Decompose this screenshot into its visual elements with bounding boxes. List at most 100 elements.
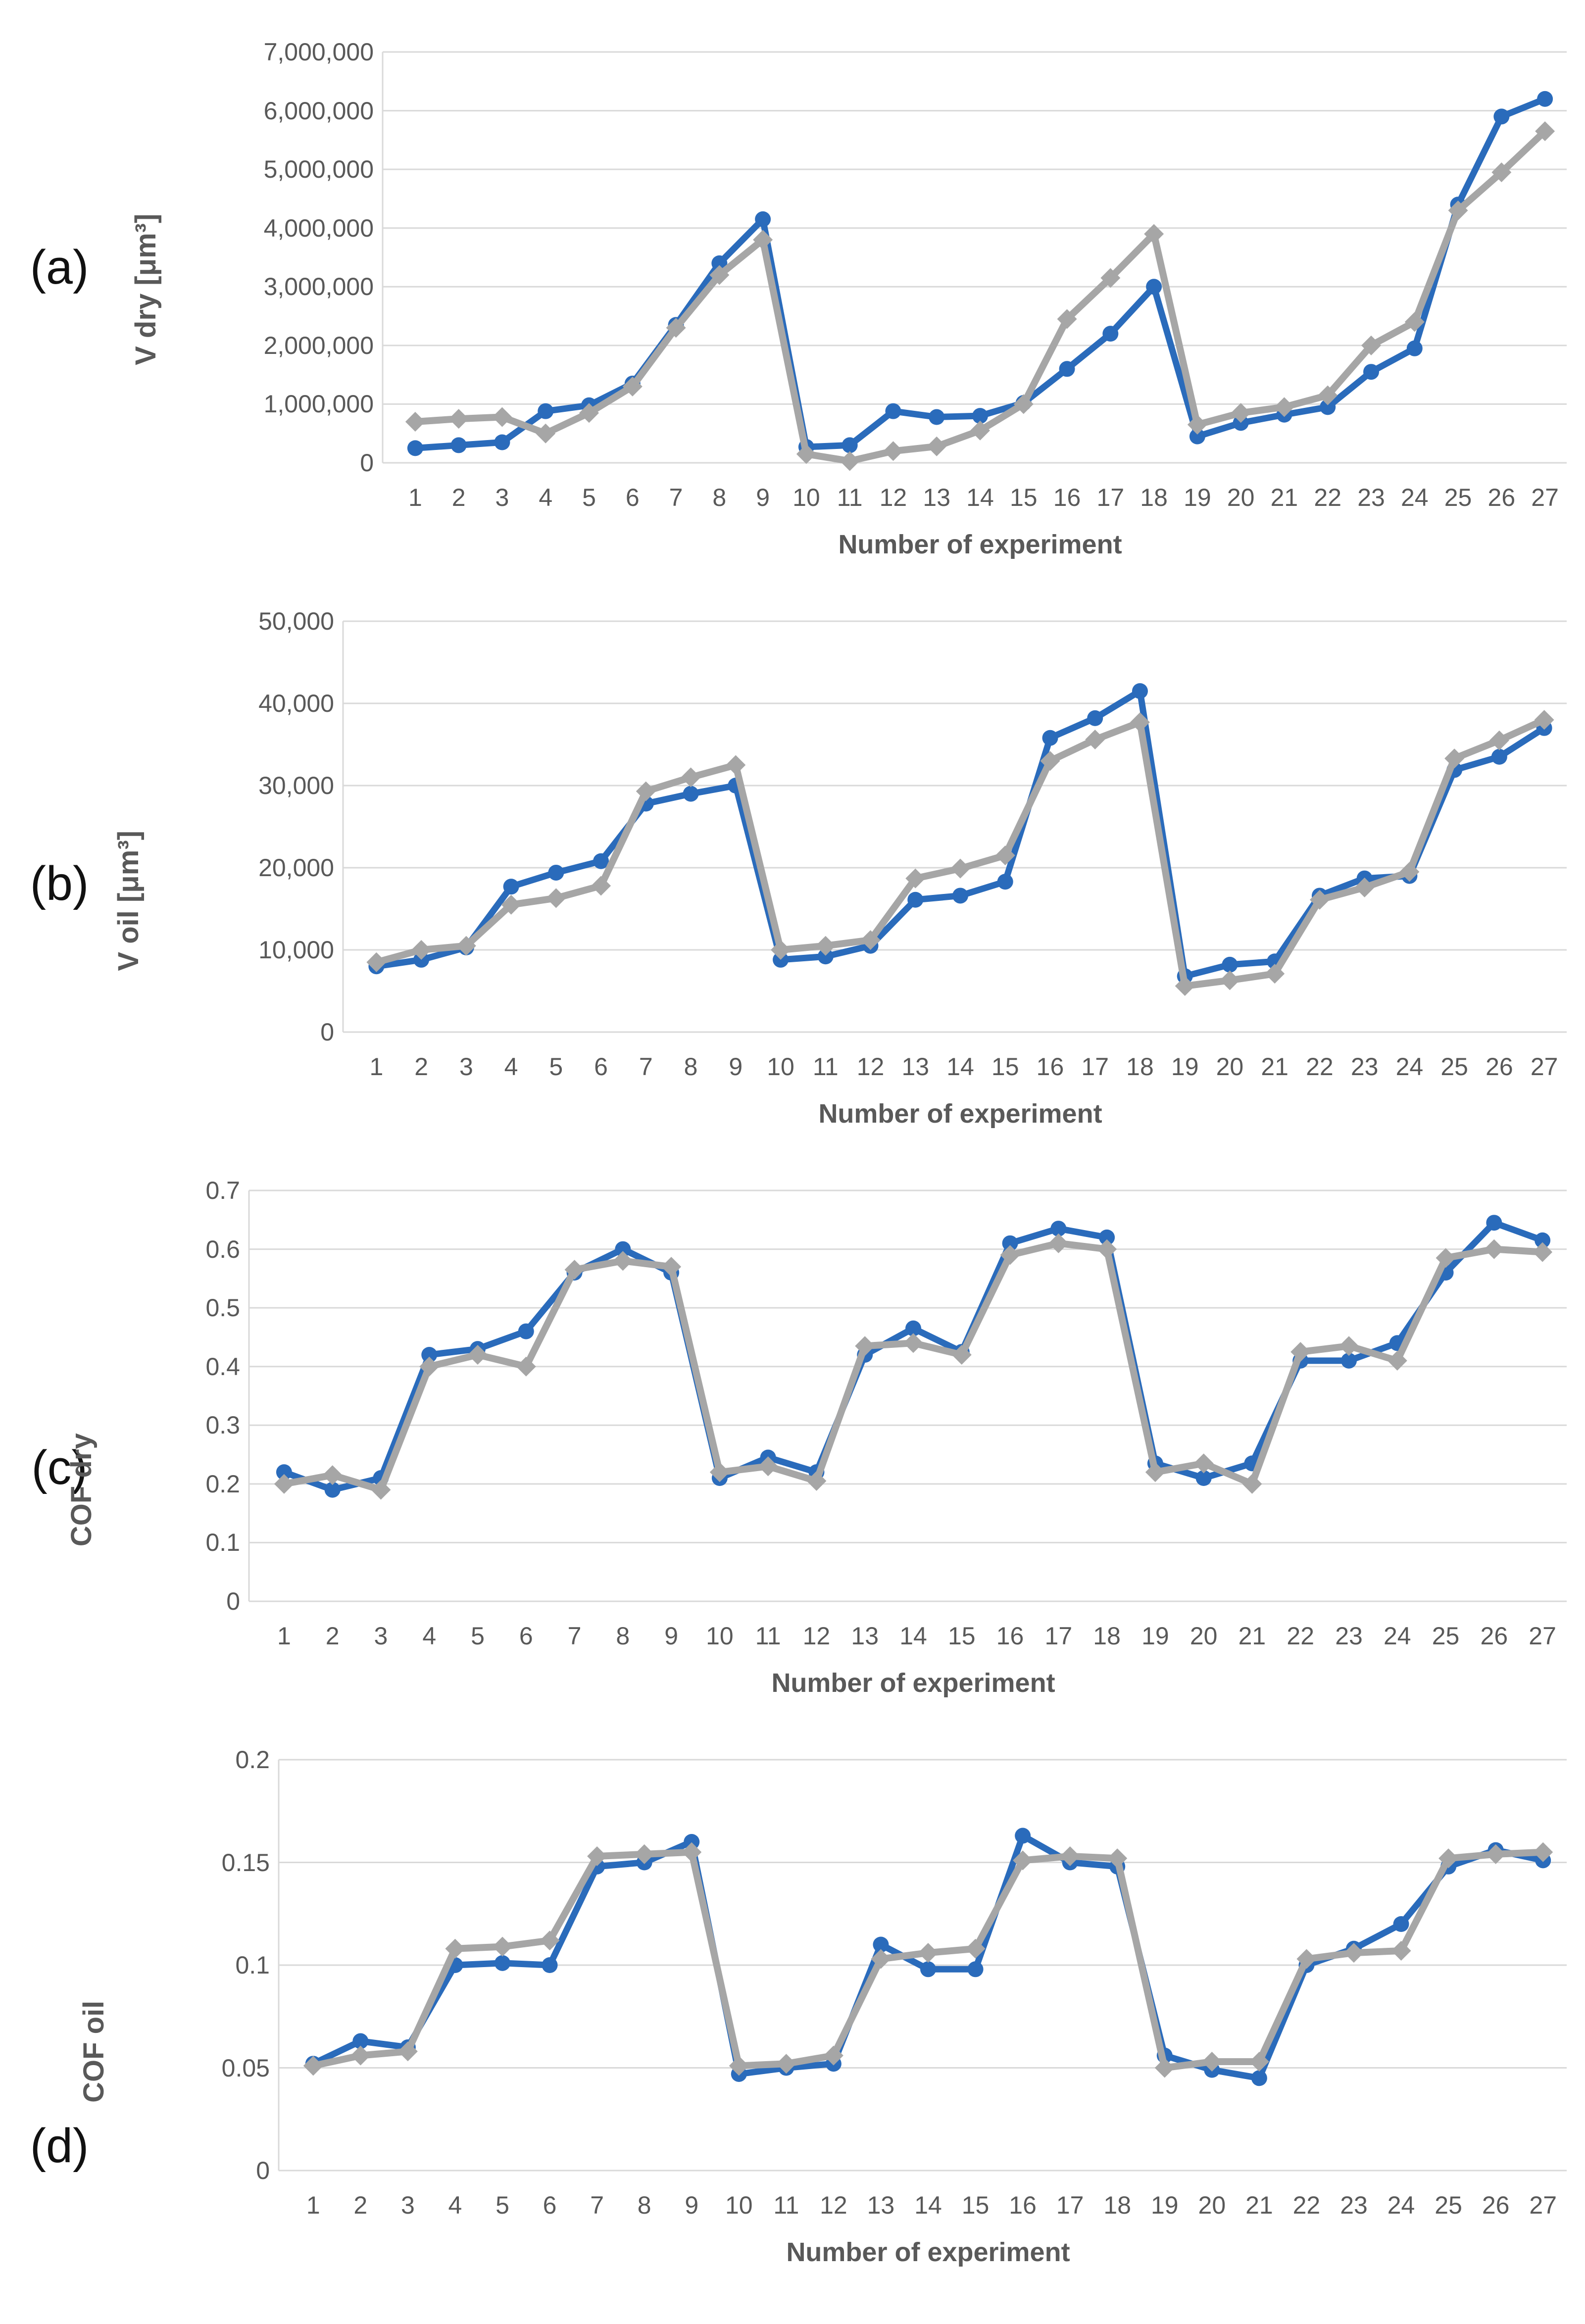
data-point-marker <box>1231 403 1251 423</box>
data-point-marker <box>1220 970 1240 990</box>
data-point-marker <box>796 444 816 464</box>
data-point-marker <box>419 1356 440 1377</box>
panel-letter-c: (c) <box>31 1440 88 1494</box>
data-point-marker <box>951 1345 972 1365</box>
data-point-marker <box>965 1938 986 1959</box>
x-tick-label: 4 <box>422 1622 437 1650</box>
x-tick-label: 21 <box>1245 2191 1273 2219</box>
data-point-marker <box>860 930 881 950</box>
data-point-marker <box>967 1961 984 1978</box>
y-tick-label: 0.2 <box>205 1470 240 1498</box>
data-point-marker <box>1040 751 1060 771</box>
panel-letter-d: (d) <box>30 2119 89 2173</box>
x-tick-label: 13 <box>867 2191 895 2219</box>
data-point-marker <box>903 1333 923 1353</box>
x-tick-label: 17 <box>1096 484 1125 511</box>
y-tick-label: 20,000 <box>258 854 334 882</box>
y-tick-label: 4,000,000 <box>263 214 374 242</box>
x-tick-label: 27 <box>1531 484 1559 511</box>
series-gray-markers <box>274 1233 1553 1500</box>
data-point-marker <box>1144 224 1164 244</box>
data-point-marker <box>1486 1844 1506 1864</box>
data-point-marker <box>1406 340 1423 356</box>
x-tick-label: 14 <box>899 1622 927 1650</box>
data-point-marker <box>1491 748 1507 765</box>
x-tick-label: 22 <box>1292 2191 1321 2219</box>
data-point-marker <box>883 441 903 461</box>
data-point-marker <box>1154 2058 1175 2078</box>
data-point-marker <box>1486 1215 1502 1231</box>
x-tick-label: 25 <box>1435 2191 1462 2219</box>
y-tick-label: 0 <box>360 449 374 477</box>
data-point-marker <box>1048 1233 1069 1253</box>
data-point-marker <box>1436 1248 1456 1268</box>
data-point-marker <box>1537 91 1553 107</box>
x-tick-label: 4 <box>539 484 553 511</box>
x-tick-label: 2 <box>325 1622 340 1650</box>
data-point-marker <box>411 940 432 960</box>
x-tick-label: 26 <box>1487 484 1516 511</box>
x-tick-label: 27 <box>1530 1053 1558 1081</box>
x-tick-label: 4 <box>504 1053 518 1081</box>
data-point-marker <box>970 420 990 441</box>
data-point-marker <box>1189 428 1205 445</box>
data-point-marker <box>1175 976 1195 996</box>
data-point-marker <box>842 437 858 453</box>
data-point-marker <box>1013 394 1034 414</box>
data-point-marker <box>1102 326 1119 342</box>
series-gray-markers <box>405 121 1555 471</box>
data-point-marker <box>1534 710 1554 730</box>
x-tick-label: 3 <box>400 2191 415 2219</box>
data-point-marker <box>1249 2052 1269 2072</box>
y-tick-label: 0.3 <box>205 1411 240 1439</box>
data-point-marker <box>1533 1842 1553 1862</box>
data-point-marker <box>1339 1336 1359 1356</box>
x-tick-label: 11 <box>755 1622 781 1650</box>
data-point-marker <box>952 888 968 904</box>
data-point-marker <box>1202 2052 1222 2072</box>
data-point-marker <box>542 1957 558 1973</box>
x-tick-label: 26 <box>1486 1053 1513 1081</box>
x-tick-label: 12 <box>856 1053 885 1081</box>
y-tick-label: 0 <box>256 2157 270 2184</box>
data-point-marker <box>871 1949 891 1969</box>
data-point-marker <box>468 1345 488 1365</box>
data-point-marker <box>997 874 1013 890</box>
data-point-marker <box>1059 361 1075 377</box>
data-point-marker <box>1015 1828 1031 1844</box>
data-point-marker <box>1341 1352 1357 1369</box>
x-tick-label: 21 <box>1261 1053 1288 1081</box>
x-tick-label: 24 <box>1395 1053 1424 1081</box>
data-point-marker <box>682 1842 702 1862</box>
x-tick-label: 26 <box>1482 2191 1510 2219</box>
chart-plot-c <box>248 1189 1567 1602</box>
y-tick-label: 6,000,000 <box>263 97 374 125</box>
data-point-marker <box>536 423 556 444</box>
data-point-marker <box>494 434 510 450</box>
x-tick-label: 21 <box>1270 484 1298 511</box>
data-point-marker <box>516 1356 536 1377</box>
x-tick-label: 15 <box>991 1053 1019 1081</box>
series-blue-markers <box>407 91 1553 456</box>
data-point-marker <box>445 1938 465 1959</box>
data-point-marker <box>1050 1221 1067 1237</box>
data-point-marker <box>1002 1235 1018 1251</box>
y-tick-label: 0.2 <box>235 1746 270 1774</box>
data-point-marker <box>755 211 771 227</box>
x-tick-label: 15 <box>947 1622 976 1650</box>
x-tick-label: 10 <box>706 1622 734 1650</box>
x-tick-label: 24 <box>1387 2191 1415 2219</box>
x-tick-label: 24 <box>1400 484 1429 511</box>
data-point-marker <box>972 408 988 424</box>
data-point-marker <box>840 451 860 471</box>
data-point-marker <box>1448 200 1468 221</box>
data-point-marker <box>1444 748 1465 769</box>
y-tick-label: 0 <box>320 1018 334 1046</box>
panel-letter-b: (b) <box>30 856 89 910</box>
data-point-marker <box>350 2045 371 2066</box>
data-point-marker <box>501 894 521 915</box>
x-tick-label: 23 <box>1357 484 1385 511</box>
x-tick-label: 11 <box>812 1053 839 1081</box>
x-tick-label: 12 <box>879 484 907 511</box>
